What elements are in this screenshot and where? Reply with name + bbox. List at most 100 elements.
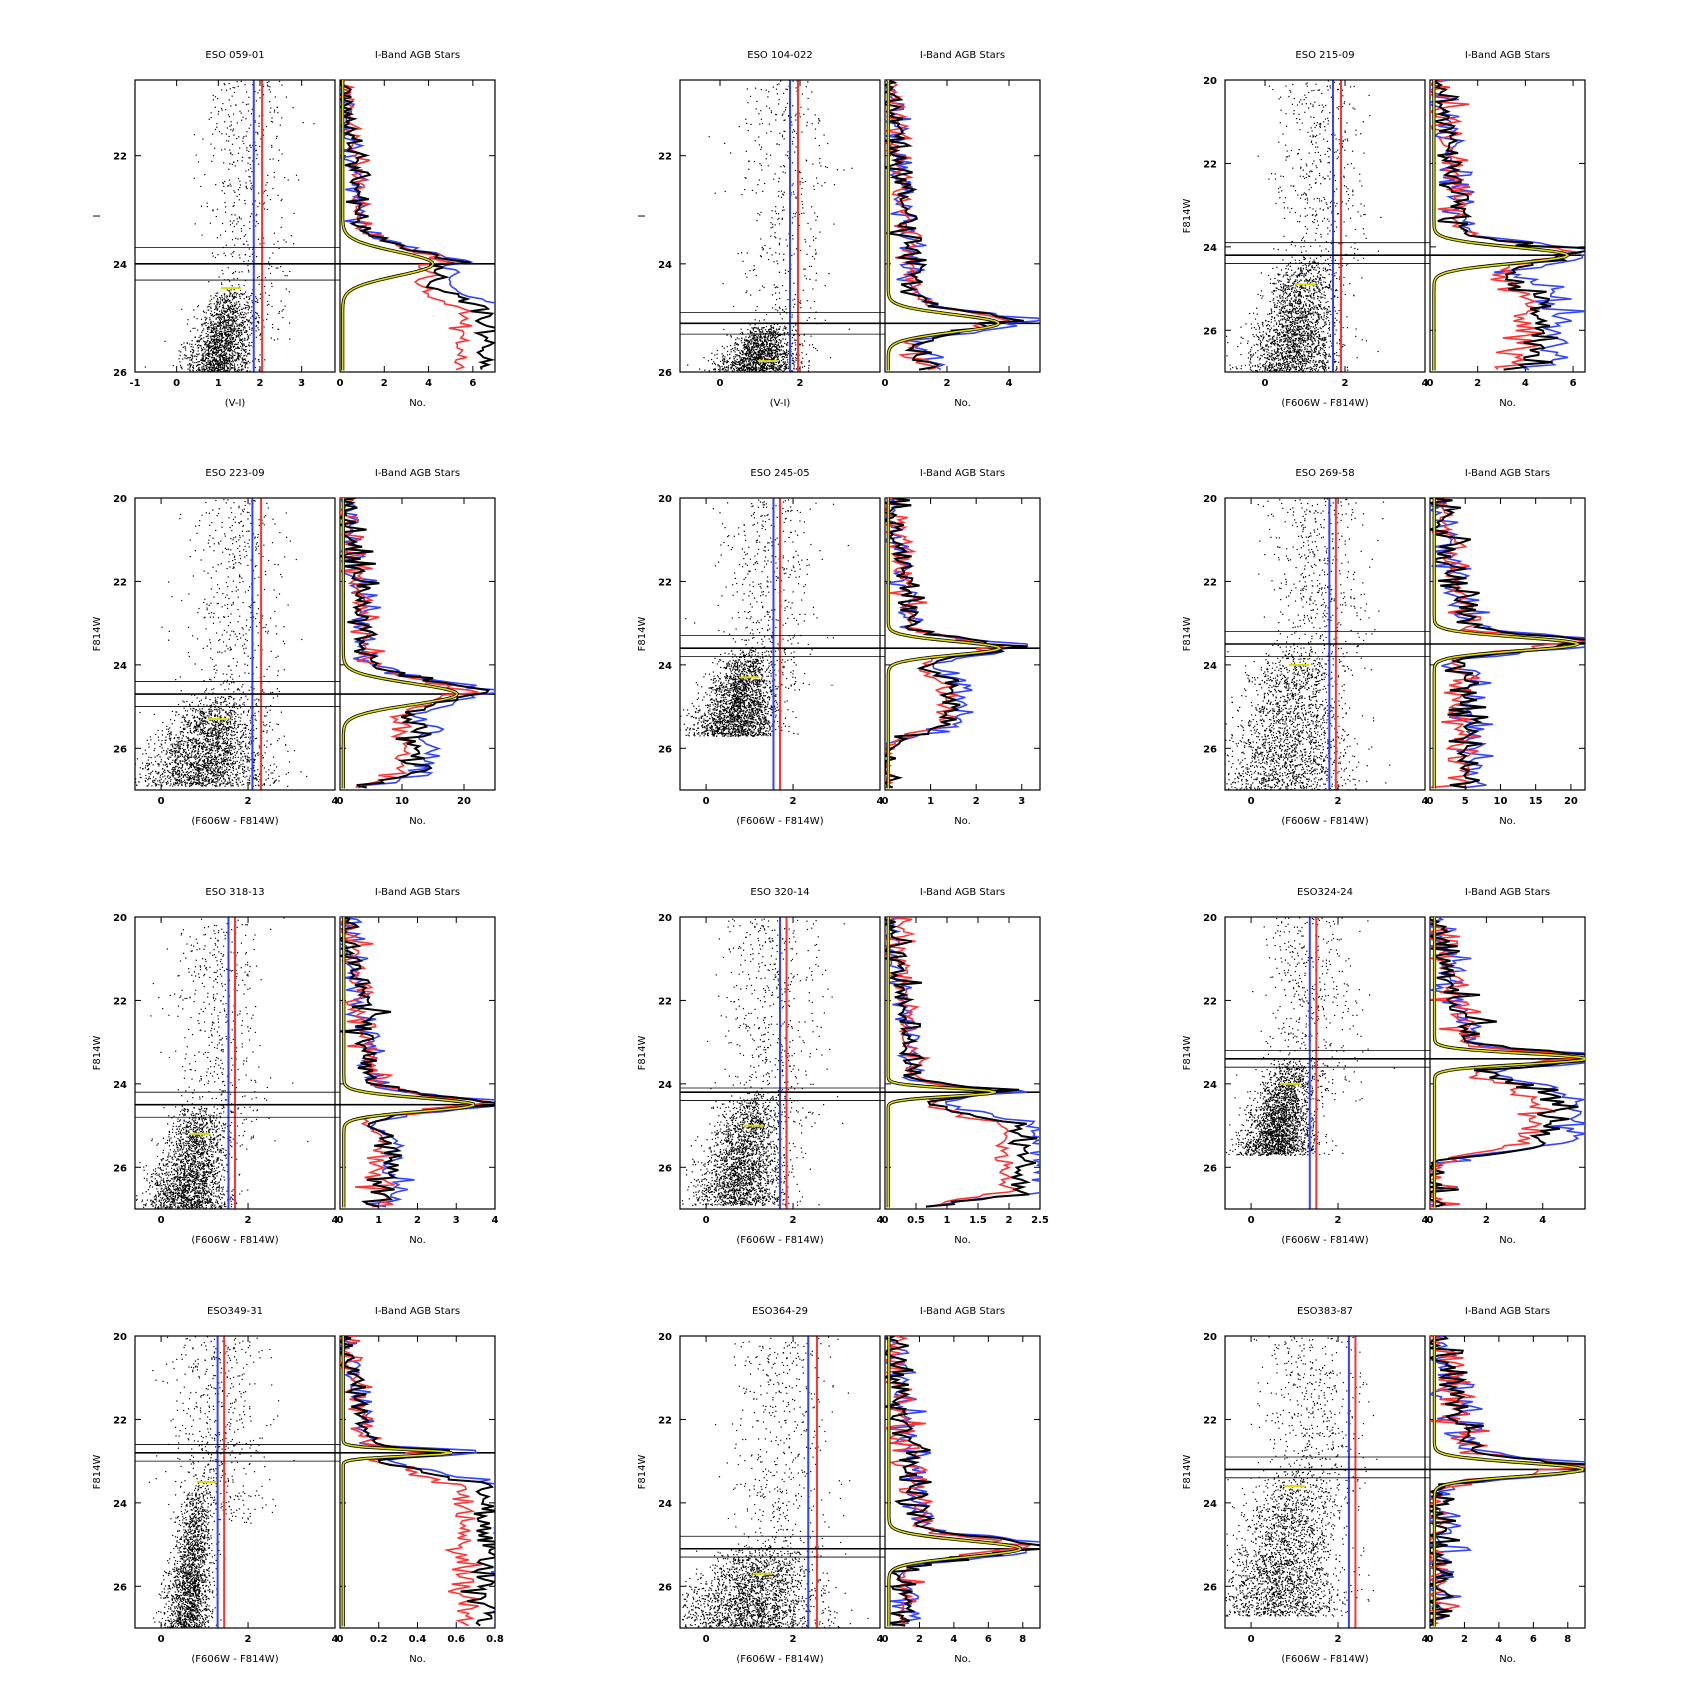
- star-point: [190, 354, 192, 356]
- star-point: [732, 386, 733, 387]
- star-point: [732, 386, 733, 387]
- star-point: [237, 343, 239, 345]
- star-point: [220, 330, 222, 332]
- star-point: [806, 319, 808, 321]
- star-point: [208, 368, 210, 370]
- star-point: [745, 376, 746, 377]
- star-point: [230, 381, 231, 382]
- star-point: [226, 377, 227, 378]
- star-point: [741, 366, 743, 368]
- star-point: [734, 363, 737, 365]
- star-point: [763, 350, 765, 352]
- star-point: [808, 364, 810, 367]
- star-point: [246, 377, 247, 378]
- star-point: [230, 121, 232, 123]
- star-point: [221, 335, 223, 337]
- star-point: [769, 355, 771, 357]
- star-point: [208, 344, 210, 347]
- star-point: [231, 380, 232, 381]
- star-point: [756, 342, 758, 345]
- star-point: [223, 319, 225, 321]
- star-point: [207, 333, 209, 336]
- star-point: [784, 272, 787, 274]
- star-point: [224, 310, 226, 312]
- star-point: [192, 370, 194, 372]
- star-point: [246, 319, 248, 321]
- star-point: [811, 344, 814, 346]
- star-point: [772, 384, 773, 385]
- star-point: [225, 310, 227, 312]
- star-point: [233, 385, 234, 386]
- star-point: [762, 345, 764, 347]
- star-point: [231, 386, 232, 387]
- star-point: [228, 368, 230, 370]
- star-point: [208, 353, 210, 355]
- star-point: [221, 296, 223, 298]
- star-point: [779, 349, 781, 351]
- star-point: [240, 352, 242, 354]
- star-point: [783, 138, 785, 140]
- star-point: [793, 253, 795, 255]
- star-point: [232, 361, 234, 363]
- star-point: [237, 327, 239, 329]
- star-point: [765, 348, 767, 350]
- star-point: [765, 386, 766, 387]
- star-point: [750, 379, 751, 380]
- star-point: [241, 343, 243, 345]
- star-point: [242, 341, 244, 343]
- star-point: [754, 366, 756, 369]
- star-point: [226, 357, 228, 359]
- star-point: [777, 384, 778, 385]
- star-point: [251, 300, 253, 302]
- star-point: [756, 358, 758, 360]
- star-point: [219, 302, 222, 304]
- star-point: [721, 366, 723, 368]
- star-point: [203, 370, 205, 372]
- star-point: [222, 346, 225, 348]
- star-point: [712, 373, 713, 374]
- star-point: [267, 84, 269, 86]
- star-point: [779, 375, 780, 376]
- star-point: [675, 385, 676, 386]
- star-point: [779, 238, 781, 240]
- star-point: [257, 277, 259, 279]
- star-point: [204, 350, 206, 352]
- star-point: [214, 308, 216, 311]
- star-point: [756, 385, 757, 386]
- star-point: [743, 373, 744, 374]
- star-point: [226, 377, 227, 378]
- star-point: [774, 383, 775, 384]
- hist-x-label: No.: [409, 398, 426, 409]
- star-point: [722, 360, 724, 362]
- star-point: [773, 381, 774, 382]
- star-point: [763, 336, 765, 338]
- star-point: [212, 381, 213, 382]
- star-point: [258, 329, 260, 331]
- star-point: [753, 383, 754, 384]
- star-point: [213, 347, 215, 349]
- star-point: [243, 317, 245, 319]
- star-point: [219, 321, 221, 323]
- star-point: [743, 370, 745, 372]
- star-point: [235, 310, 237, 312]
- star-point: [230, 129, 232, 131]
- star-point: [231, 95, 233, 97]
- star-point: [210, 380, 211, 381]
- star-point: [287, 179, 289, 181]
- star-point: [764, 356, 766, 358]
- star-point: [775, 346, 777, 348]
- star-point: [237, 85, 239, 88]
- star-point: [742, 365, 744, 367]
- star-point: [239, 363, 242, 365]
- star-point: [766, 384, 767, 385]
- star-point: [209, 331, 211, 334]
- star-point: [760, 110, 762, 112]
- star-point: [776, 143, 778, 145]
- star-point: [761, 381, 762, 382]
- star-point: [746, 344, 748, 346]
- star-point: [746, 380, 747, 381]
- star-point: [229, 337, 231, 339]
- star-point: [740, 359, 742, 361]
- star-point: [230, 386, 231, 387]
- star-point: [747, 342, 749, 344]
